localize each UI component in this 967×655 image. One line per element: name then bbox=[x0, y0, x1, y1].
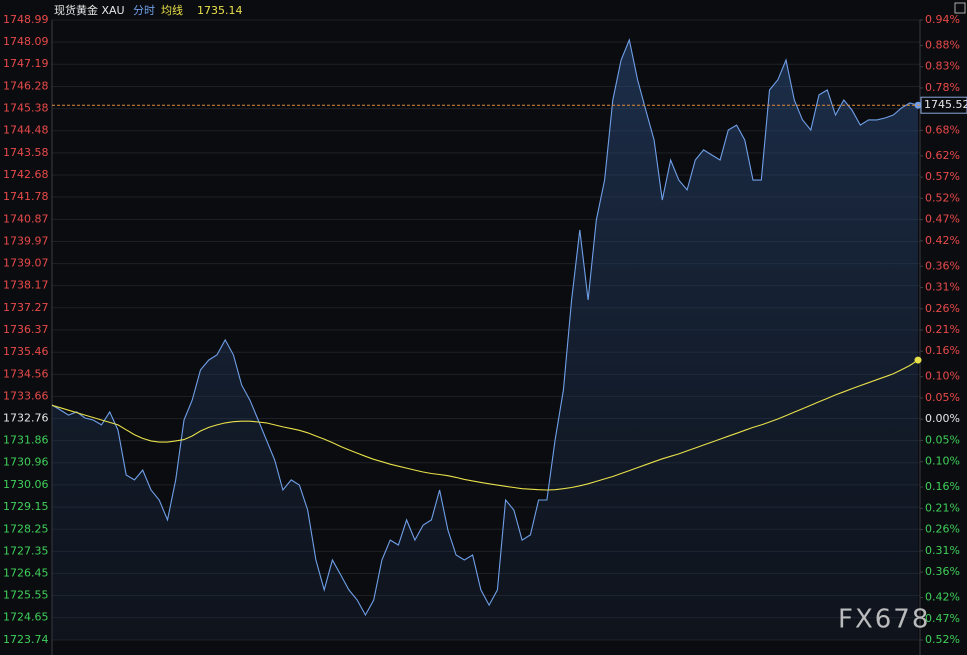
y2-tick-label: 0.26% bbox=[925, 523, 960, 536]
y-tick-label: 1728.25 bbox=[3, 522, 49, 535]
series-line bbox=[51, 38, 919, 617]
y2-tick-label: 0.36% bbox=[925, 565, 960, 578]
y2-tick-label: 0.88% bbox=[925, 38, 960, 51]
window-icon[interactable] bbox=[954, 2, 966, 14]
y-tick-label: 1724.65 bbox=[3, 611, 49, 624]
y2-tick-label: 0.47% bbox=[925, 213, 960, 226]
y2-tick-label: 0.05% bbox=[925, 391, 960, 404]
y-tick-label: 1723.74 bbox=[3, 633, 49, 646]
y-tick-label: 1737.27 bbox=[3, 301, 49, 314]
y2-tick-label: 0.10% bbox=[925, 455, 960, 468]
y2-tick-label: 0.26% bbox=[925, 302, 960, 315]
y2-tick-label: 0.10% bbox=[925, 370, 960, 383]
y-tick-label: 1742.68 bbox=[3, 168, 49, 181]
y2-tick-label: 0.62% bbox=[925, 149, 960, 162]
legend-entry: 均线 bbox=[161, 3, 183, 17]
y-tick-label: 1729.15 bbox=[3, 500, 49, 513]
y2-tick-label: 0.16% bbox=[925, 480, 960, 493]
y-tick-label: 1747.19 bbox=[3, 57, 49, 70]
y-tick-label: 1740.87 bbox=[3, 212, 49, 225]
current-price-label: 1745.52 bbox=[924, 98, 967, 111]
y2-tick-label: 0.31% bbox=[925, 544, 960, 557]
avg-value: 1735.14 bbox=[197, 4, 243, 17]
plot: 1745.52 bbox=[51, 38, 967, 640]
y-tick-label: 1730.06 bbox=[3, 478, 49, 491]
y2-tick-label: 0.94% bbox=[925, 13, 960, 26]
y-tick-label: 1739.97 bbox=[3, 234, 49, 247]
y-tick-label: 1730.96 bbox=[3, 456, 49, 469]
y2-tick-label: 0.52% bbox=[925, 633, 960, 646]
y-tick-label: 1739.07 bbox=[3, 257, 49, 270]
y2-tick-label: 0.68% bbox=[925, 123, 960, 136]
y-tick-label: 1748.09 bbox=[3, 35, 49, 48]
y-tick-label: 1726.45 bbox=[3, 566, 49, 579]
y2-tick-label: 0.31% bbox=[925, 281, 960, 294]
y-tick-label: 1745.38 bbox=[3, 102, 49, 115]
y-tick-label: 1738.17 bbox=[3, 279, 49, 292]
grid: 1748.99 1748.09 1747.19 1746.28 1745.38 1744.… bbox=[3, 13, 960, 646]
y-tick-label: 1725.55 bbox=[3, 589, 49, 602]
y-tick-label: 1727.35 bbox=[3, 544, 49, 557]
y2-tick-label: 0.00% bbox=[925, 412, 960, 425]
y-tick-label: 1732.76 bbox=[3, 412, 49, 425]
price-area bbox=[52, 39, 918, 640]
y2-tick-label: 0.78% bbox=[925, 81, 960, 94]
watermark: FX678 bbox=[838, 605, 930, 635]
y2-tick-label: 0.47% bbox=[925, 612, 960, 625]
y2-tick-label: 0.21% bbox=[925, 501, 960, 514]
y-tick-label: 1741.78 bbox=[3, 190, 49, 203]
y2-tick-label: 0.21% bbox=[925, 323, 960, 336]
y-tick-label: 1743.58 bbox=[3, 146, 49, 159]
y2-tick-label: 0.05% bbox=[925, 433, 960, 446]
y2-tick-label: 0.57% bbox=[925, 170, 960, 183]
y-tick-label: 1735.46 bbox=[3, 345, 49, 358]
y-tick-label: 1746.28 bbox=[3, 80, 49, 93]
y2-tick-label: 0.83% bbox=[925, 60, 960, 73]
chart-title: 现货黄金 XAU bbox=[54, 3, 125, 17]
y2-tick-label: 0.42% bbox=[925, 234, 960, 247]
y-tick-label: 1748.99 bbox=[3, 13, 49, 26]
current-price-box bbox=[920, 96, 967, 114]
y-tick-label: 1731.86 bbox=[3, 434, 49, 447]
y2-tick-label: 0.52% bbox=[925, 191, 960, 204]
y2-tick-label: 0.36% bbox=[925, 259, 960, 272]
last-point bbox=[914, 356, 922, 364]
y2-tick-label: 0.16% bbox=[925, 344, 960, 357]
series-line bbox=[51, 359, 919, 491]
y-tick-label: 1734.56 bbox=[3, 367, 49, 380]
y2-tick-label: 0.42% bbox=[925, 591, 960, 604]
y-tick-label: 1736.37 bbox=[3, 323, 49, 336]
y-tick-label: 1733.66 bbox=[3, 389, 49, 402]
y-tick-label: 1744.48 bbox=[3, 124, 49, 137]
legend: 分时 均线 1735.14 bbox=[133, 3, 243, 17]
legend-entry: 分时 bbox=[133, 4, 155, 17]
